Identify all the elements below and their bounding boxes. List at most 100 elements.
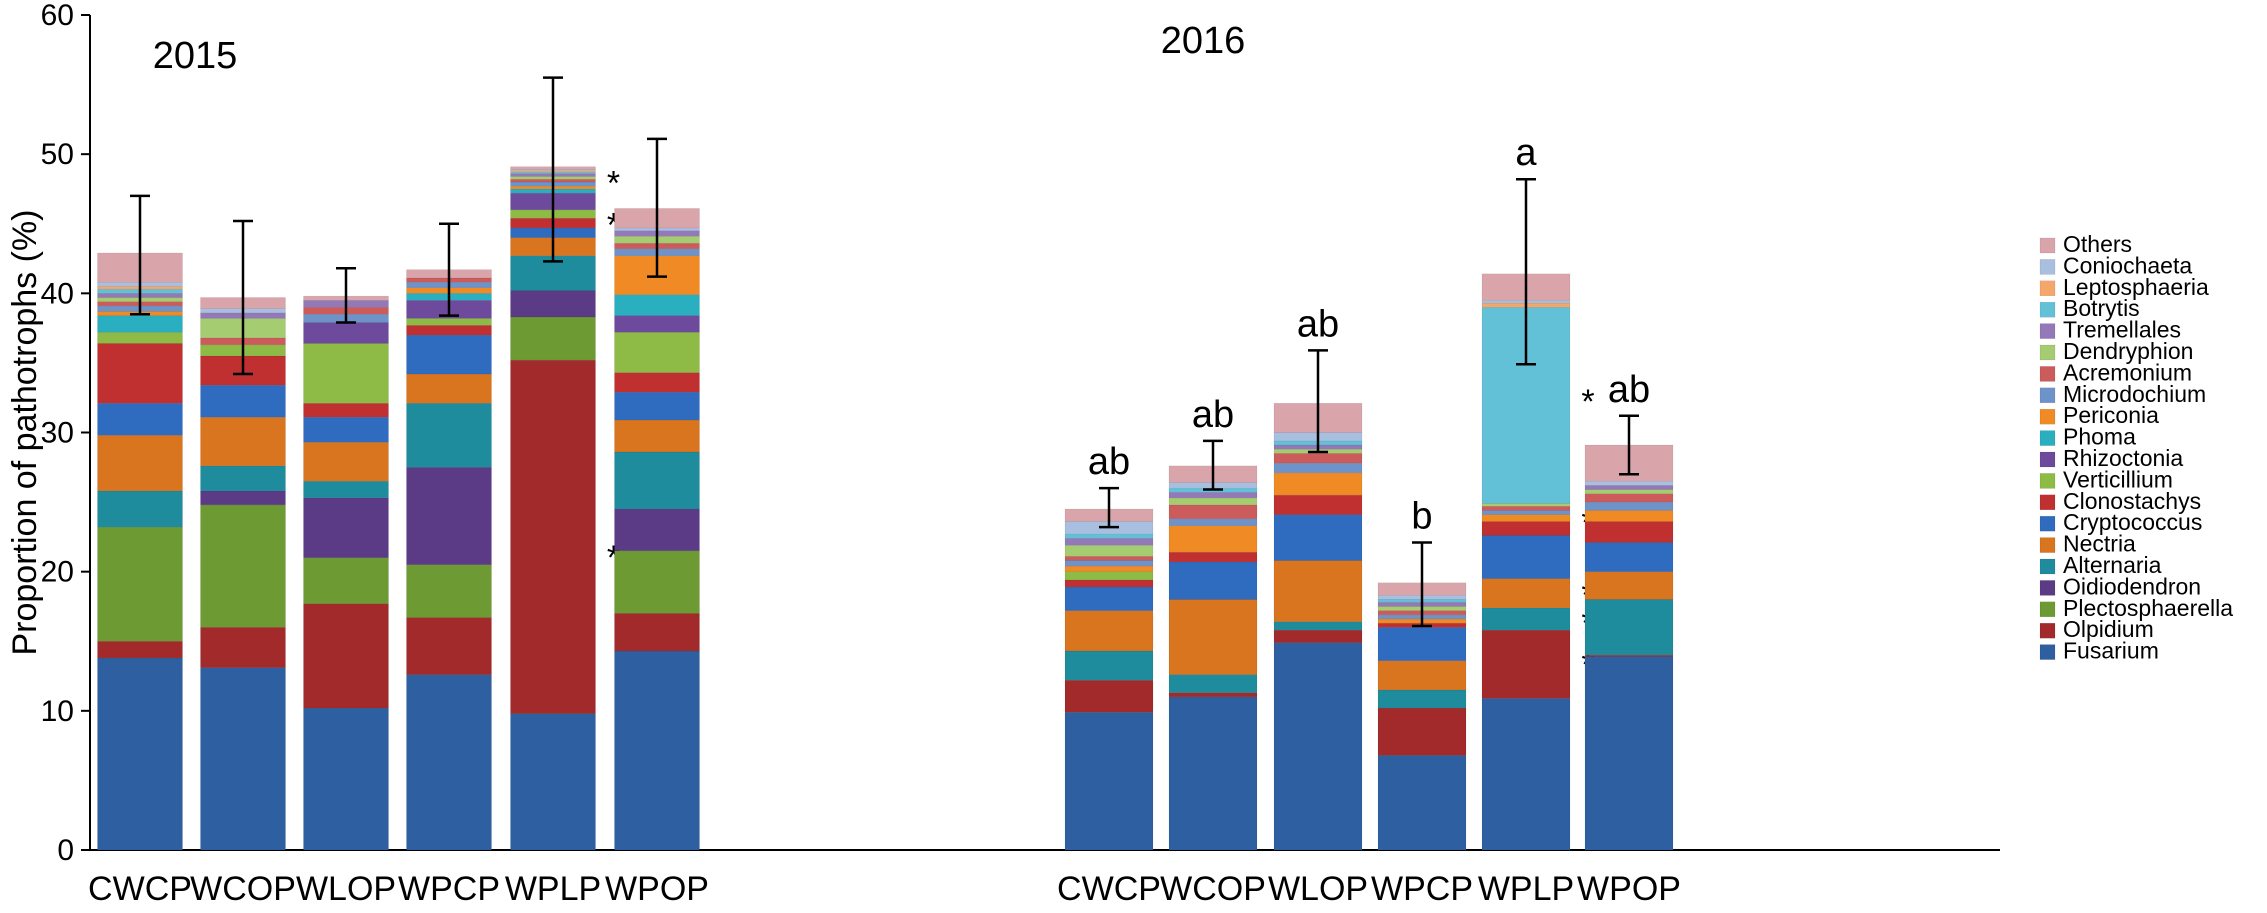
legend-swatch-microdochium [2039, 387, 2056, 404]
legend: OthersConiochaetaLeptosphaeriaBotrytisTr… [2039, 231, 2233, 664]
bar-segment-cryptococcus [1273, 514, 1363, 561]
bar-segment-coniochaeta [1584, 480, 1674, 486]
bar-segment-alternaria [614, 451, 700, 510]
bar-segment-clonostachys [1481, 521, 1571, 536]
bar-segment-oidiodendron [200, 490, 286, 506]
bar-segment-fusarium [614, 650, 700, 851]
y-tick-label: 60 [41, 0, 74, 32]
bar-segment-cryptococcus [1377, 627, 1467, 661]
bar-segment-periconia [1273, 472, 1363, 496]
bar-segment-cryptococcus [303, 416, 389, 443]
bar-segment-olpidium [1064, 679, 1154, 713]
bar-segment-cryptococcus [614, 391, 700, 421]
bar-segment-botrytis [1064, 533, 1154, 539]
bar-segment-tremellales [1584, 485, 1674, 490]
legend-swatch-verticillium [2039, 473, 2056, 489]
bar-segment-nectria [1168, 599, 1258, 675]
bar-segment-cryptococcus [1584, 542, 1674, 572]
bar-segment-plectosphaerella [614, 550, 700, 614]
legend-label-phoma: Phoma [2063, 424, 2136, 450]
bar-segment-clonostachys [1584, 521, 1674, 543]
bar-segment-oidiodendron [614, 508, 700, 552]
legend-label-botrytis: Botrytis [2063, 295, 2140, 321]
bar-segment-olpidium [200, 627, 286, 668]
bar-segment-clonostachys [1273, 494, 1363, 515]
bar-segment-clonostachys [303, 403, 389, 418]
legend-swatch-others [2039, 237, 2056, 254]
bar-segment-alternaria [1064, 650, 1154, 681]
x-tick-label-wpcp: WPCP [398, 870, 500, 908]
legend-swatch-cryptococcus [2039, 515, 2056, 532]
legend-label-others: Others [2063, 231, 2132, 257]
bar-segment-fusarium [510, 713, 596, 851]
x-tick-label-wlop: WLOP [296, 870, 396, 908]
bar-segment-nectria [1273, 560, 1363, 623]
y-axis-label: Proportion of pathotrophs (%) [6, 209, 44, 655]
bar-segment-fusarium [1481, 698, 1571, 851]
bar-segment-rhizoctonia [614, 315, 700, 333]
bar-segment-microdochium [1168, 518, 1258, 526]
bar-segment-cryptococcus [1168, 561, 1258, 600]
significance-letter: ab [1192, 394, 1234, 436]
bar-segment-nectria [200, 416, 286, 467]
significance-letter: ab [1088, 441, 1130, 483]
bar-segment-nectria [303, 441, 389, 482]
bar-segment-cryptococcus [1064, 586, 1154, 611]
x-tick-label-wplp: WPLP [505, 870, 601, 908]
bar-segment-alternaria [200, 465, 286, 492]
bar-segment-rhizoctonia [303, 322, 389, 344]
bar-segment-fusarium [97, 657, 183, 851]
legend-label-verticillium: Verticillium [2063, 466, 2173, 492]
legend-swatch-alternaria [2039, 558, 2056, 575]
bar-segment-plectosphaerella [303, 557, 389, 604]
bar-segment-fusarium [1584, 656, 1674, 851]
legend-label-tremellales: Tremellales [2063, 317, 2181, 343]
legend-label-olpidium: Olpidium [2063, 616, 2154, 642]
x-tick-label-cwcp: CWCP [88, 870, 192, 908]
x-tick-label-cwcp: CWCP [1057, 870, 1161, 908]
significance-letter: ab [1297, 303, 1339, 345]
significance-star: * [1581, 383, 1594, 421]
bar-segment-verticillium [303, 343, 389, 404]
legend-label-clonostachys: Clonostachys [2063, 488, 2201, 514]
bar-segment-verticillium [1064, 571, 1154, 581]
bar-segment-periconia [1584, 510, 1674, 522]
legend-label-plectosphaerella: Plectosphaerella [2063, 595, 2233, 621]
bar-segment-cryptococcus [97, 403, 183, 436]
bar-segment-acremonium [1584, 493, 1674, 503]
bar-segment-cryptococcus [200, 384, 286, 418]
legend-label-acremonium: Acremonium [2063, 359, 2192, 385]
bar-segment-acremonium [1168, 504, 1258, 520]
bar-segment-acremonium [1273, 453, 1363, 464]
bar-segment-dendryphion [1168, 497, 1258, 506]
x-tick-label-wlop: WLOP [1268, 870, 1368, 908]
bar-segment-cryptococcus [1481, 535, 1571, 579]
bar-segment-verticillium [97, 332, 183, 344]
bar-segment-olpidium [1273, 629, 1363, 643]
legend-label-dendryphion: Dendryphion [2063, 338, 2193, 364]
bar-segment-nectria [1584, 571, 1674, 600]
legend-swatch-dendryphion [2039, 344, 2056, 361]
bar-segment-olpidium [614, 613, 700, 652]
bar-segment-nectria [406, 373, 492, 404]
legend-swatch-fusarium [2039, 644, 2056, 660]
significance-star: * [607, 165, 620, 203]
significance-letter: b [1411, 495, 1432, 537]
x-tick-label-wpop: WPOP [605, 870, 709, 908]
bar-segment-nectria [614, 419, 700, 453]
bar-segment-periconia [1064, 565, 1154, 572]
bar-segment-phoma [614, 294, 700, 316]
legend-label-nectria: Nectria [2063, 531, 2136, 557]
bar-segment-nectria [1481, 578, 1571, 609]
y-tick-label: 10 [41, 695, 74, 728]
legend-label-coniochaeta: Coniochaeta [2063, 252, 2192, 278]
bar-segment-olpidium [1168, 692, 1258, 698]
legend-label-periconia: Periconia [2063, 402, 2159, 428]
bar-segment-microdochium [1273, 462, 1363, 474]
year-label-2015: 2015 [153, 35, 238, 77]
bar-segment-dendryphion [1064, 544, 1154, 557]
legend-label-cryptococcus: Cryptococcus [2063, 509, 2202, 535]
bar-segment-acremonium [1064, 556, 1154, 561]
x-tick-label-wplp: WPLP [1478, 870, 1574, 908]
